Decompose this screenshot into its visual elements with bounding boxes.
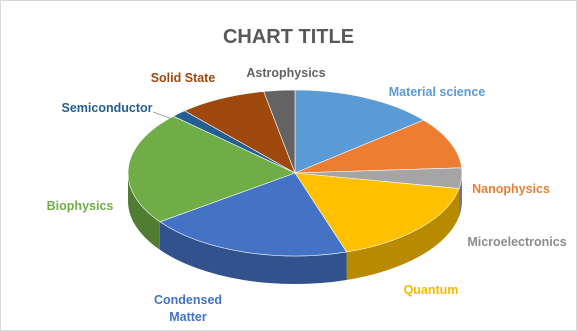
pie-slice-condensed-matter [159,172,348,257]
chart-title: CHART TITLE [222,26,355,48]
slice-label-astrophysics: Astrophysics [246,66,325,80]
pie-side-3 [346,188,460,280]
slice-label-material-science: Material science [389,85,486,99]
semiconductor-leader-line [152,111,171,119]
slice-label-quantum: Quantum [404,283,459,297]
pie-slice-quantum [294,172,460,253]
pie-side-5 [128,173,160,250]
pie-side-4 [159,221,347,284]
slice-label-semiconductor: Semiconductor [62,101,153,115]
pie-slice-astrophysics [263,89,296,174]
pie-slice-material-science [294,89,425,174]
slice-label-biophysics: Biophysics [47,199,114,213]
slice-label-condensed-matter: Condensed Matter [154,293,222,324]
pie-slice-solid-state [183,91,296,174]
pie-side-2 [459,173,463,217]
pie-slice-biophysics [127,115,296,223]
slice-label-nanophysics: Nanophysics [472,182,550,196]
pie-slice-nanophysics [294,119,463,174]
slice-label-microelectronics: Microelectronics [467,235,566,249]
slice-label-solid-state: Solid State [151,71,216,85]
